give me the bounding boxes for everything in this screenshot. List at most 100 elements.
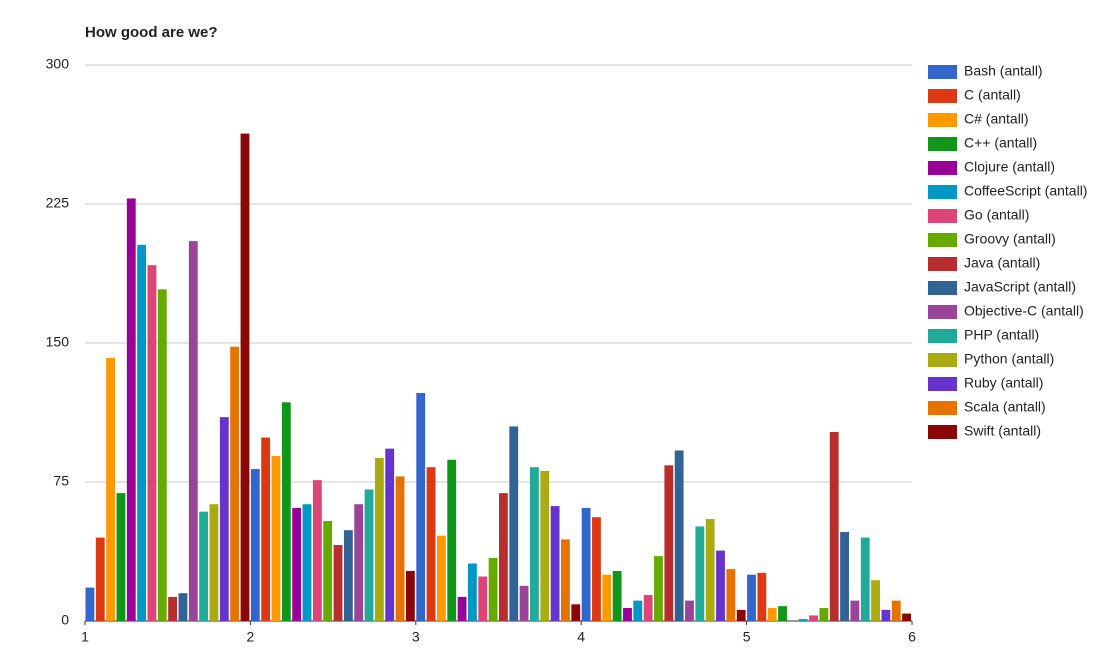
bar [809,615,818,621]
legend-label: PHP (antall) [964,327,1039,343]
bar [685,600,694,621]
bar [137,244,147,622]
bar [581,507,591,621]
bar [95,537,105,621]
bar [695,526,705,621]
y-tick-label: 300 [46,56,70,72]
bar [705,519,715,621]
legend-swatch [928,329,957,343]
legend-swatch [928,305,957,319]
bar [530,467,539,621]
legend-label: Java (antall) [964,255,1040,271]
legend-label: C# (antall) [964,111,1029,127]
bar [654,556,663,621]
bar [633,600,643,621]
bar [395,476,405,621]
bar [467,563,477,621]
bar [147,265,157,621]
legend-swatch [928,401,957,415]
x-tick-label: 6 [908,629,916,645]
legend-swatch [928,113,957,127]
legend-swatch [928,89,957,103]
legend-label: Groovy (antall) [964,231,1056,247]
bar [478,576,488,621]
bar [561,539,570,621]
bar [829,431,839,621]
bar [778,606,787,621]
bar [447,459,457,621]
chart-title: How good are we? [85,24,218,41]
legend-label: Swift (antall) [964,423,1041,439]
bar [209,504,219,621]
bar [261,437,271,621]
bar [736,609,746,621]
bar [612,570,622,621]
bar [747,574,756,621]
legend-label: C (antall) [964,87,1021,103]
legend-label: CoffeeScript (antall) [964,183,1087,199]
legend-swatch [928,65,957,79]
legend-label: Ruby (antall) [964,375,1043,391]
bar [178,593,188,621]
bar [871,580,880,621]
bar [726,569,736,621]
legend-label: Go (antall) [964,207,1029,223]
legend-swatch [928,161,957,175]
bar [860,537,870,621]
y-tick-label: 0 [61,612,69,628]
bar [199,511,209,621]
bar [364,489,374,621]
y-tick-label: 150 [46,334,70,350]
legend-swatch [928,233,957,247]
legend-swatch [928,137,957,151]
bar [540,470,550,621]
bar [405,570,415,621]
bar [219,417,229,621]
y-tick-label: 75 [53,473,69,489]
bar [323,520,333,621]
legend-label: JavaScript (antall) [964,279,1076,295]
bar [716,550,725,621]
bar [157,289,167,621]
bar [333,545,343,621]
legend-swatch [928,185,957,199]
legend-swatch [928,281,957,295]
bar [271,456,281,621]
bar [881,609,891,621]
bar [757,572,767,621]
x-tick-label: 1 [81,629,89,645]
bar [499,493,508,621]
legend-swatch [928,209,957,223]
legend-label: Bash (antall) [964,63,1043,79]
bar [602,574,612,621]
bar [902,613,911,621]
legend-label: Scala (antall) [964,399,1046,415]
bar [767,608,777,621]
legend-label: C++ (antall) [964,135,1037,151]
x-tick-label: 4 [577,629,585,645]
bar [354,504,364,621]
bar [85,587,95,621]
bar [571,604,581,621]
bar [819,608,829,621]
bar [302,504,312,621]
bar [798,619,808,621]
bar [188,241,198,622]
bar [891,600,901,621]
bar [664,465,674,621]
bar [281,402,291,621]
bar [509,426,519,621]
y-tick-label: 225 [46,195,70,211]
legend-swatch [928,257,957,271]
bar [550,506,560,621]
bar [343,530,353,621]
bar [416,393,426,621]
bar [126,198,136,621]
legend-label: Clojure (antall) [964,159,1055,175]
bar [116,493,126,621]
bar [426,467,436,621]
bar [240,133,250,621]
bar [592,517,601,621]
bar [457,596,467,621]
